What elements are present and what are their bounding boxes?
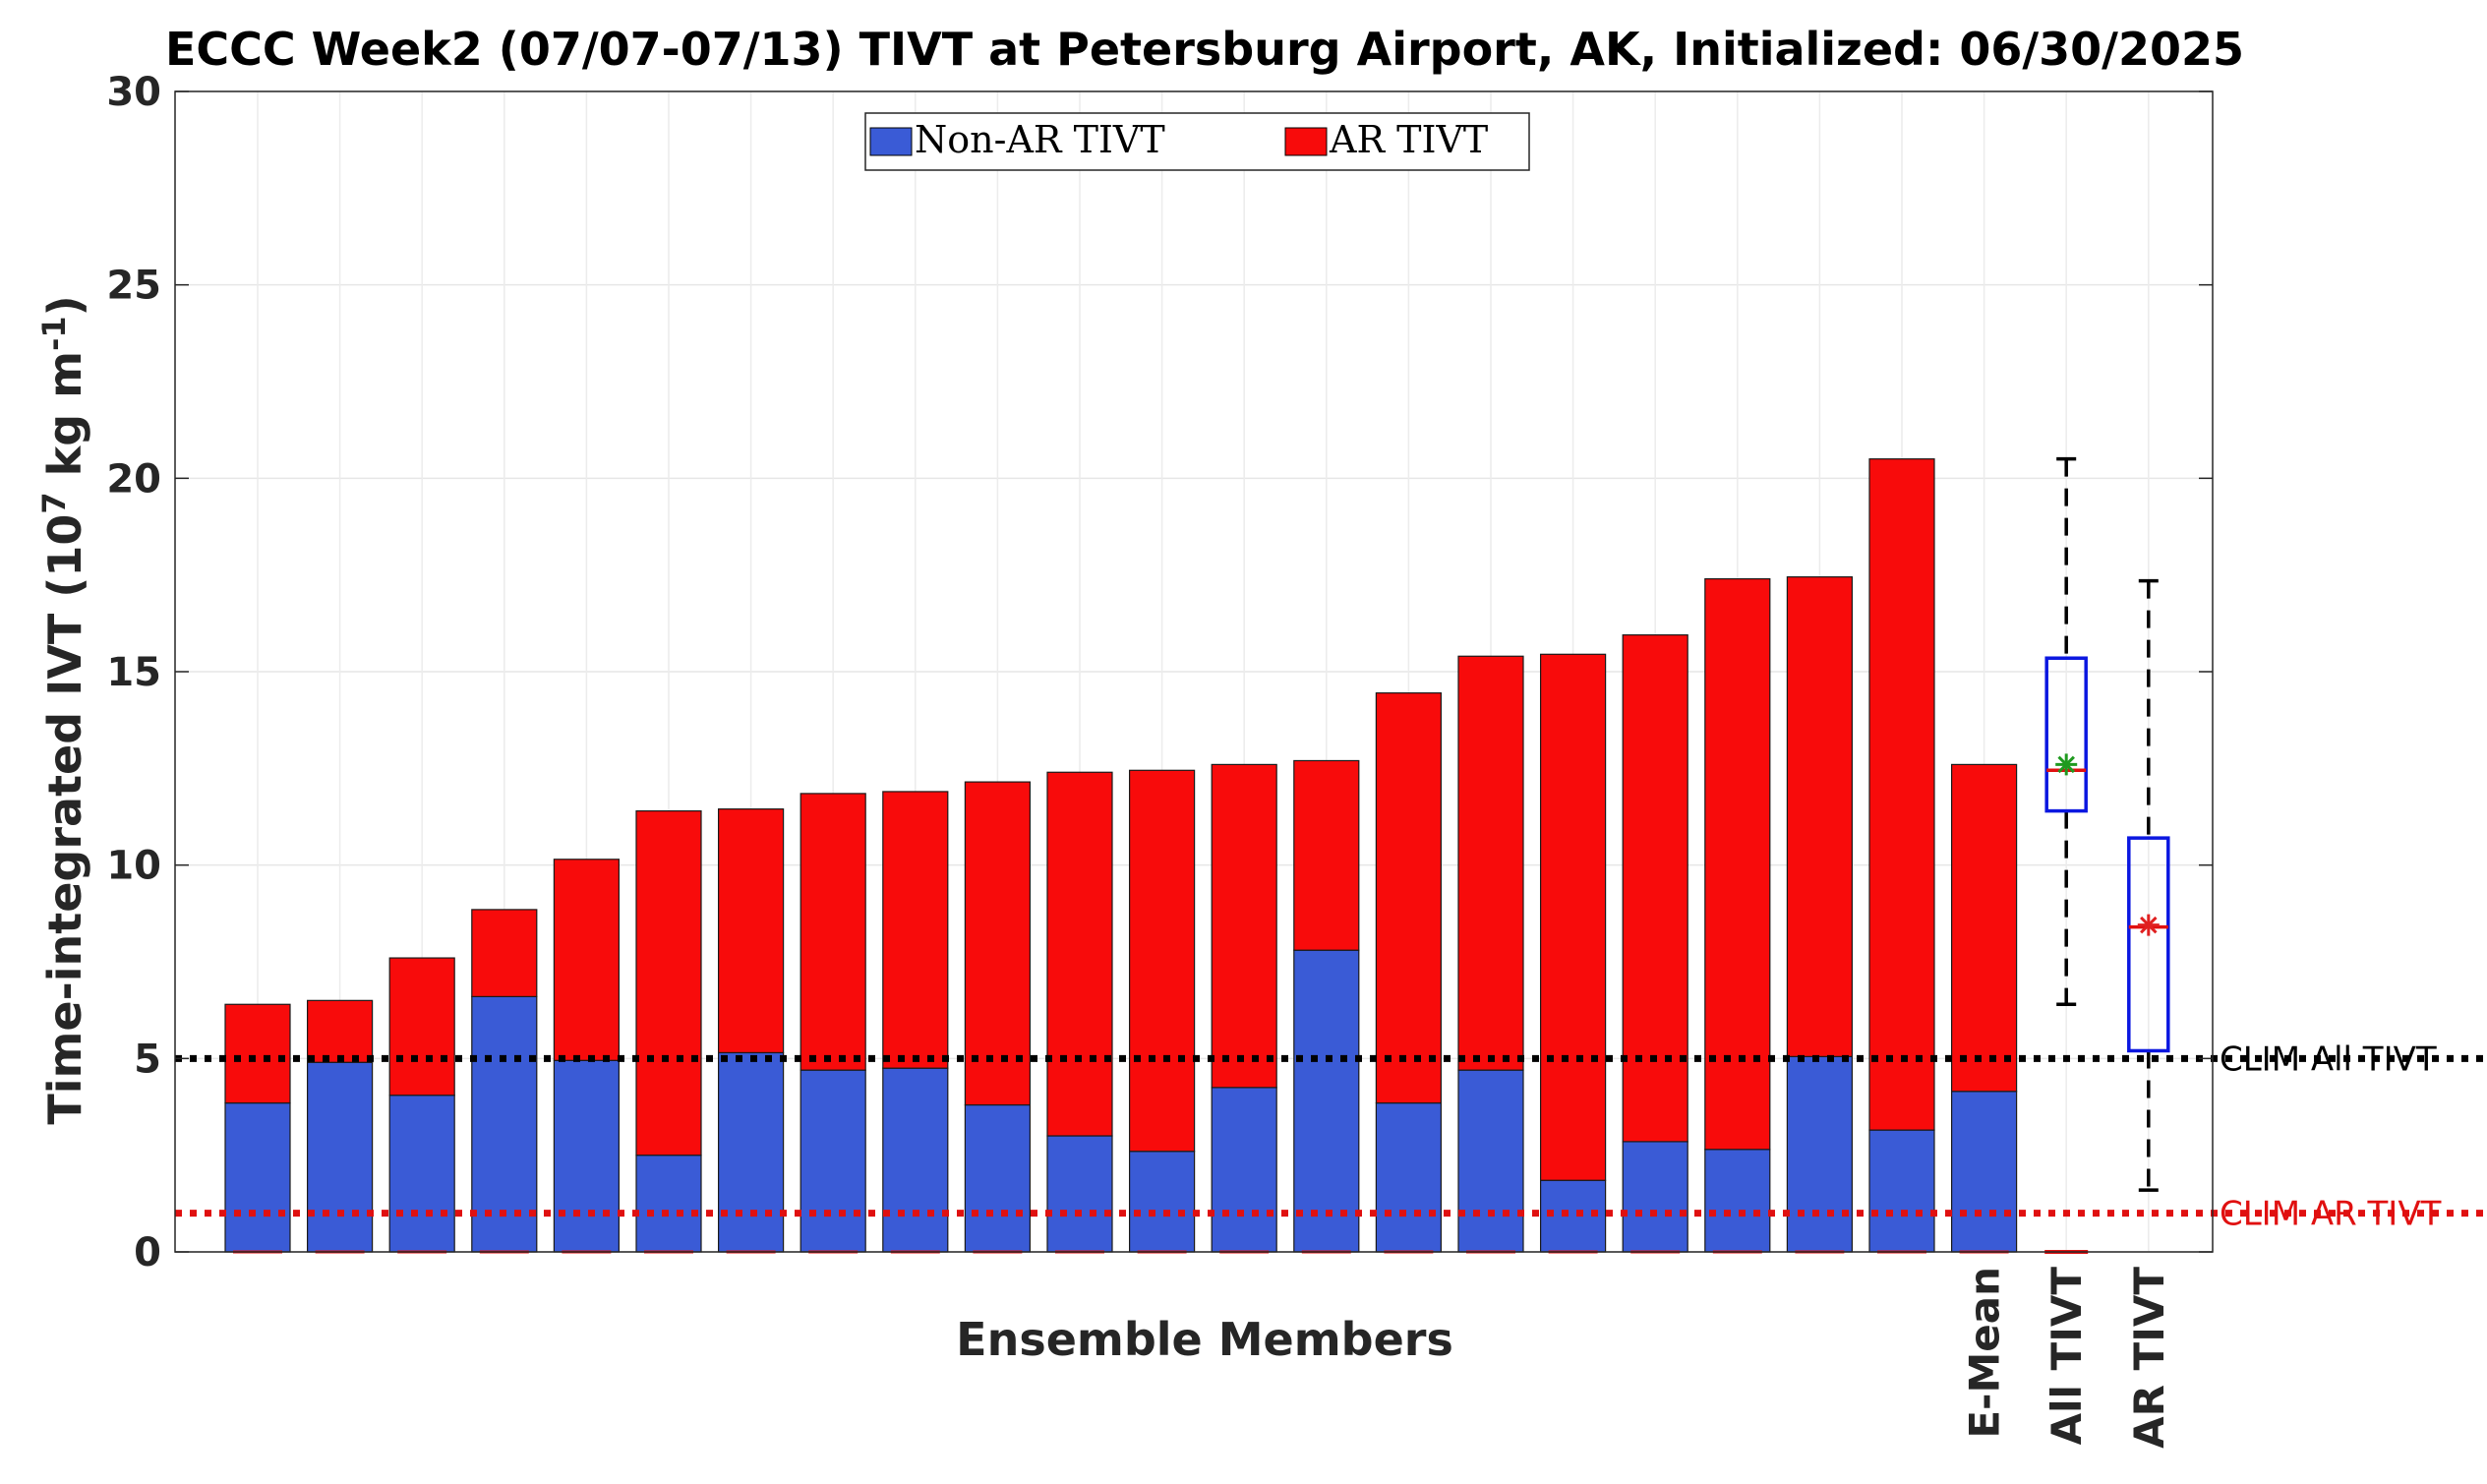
- bar-non-ar-13: [1293, 949, 1360, 1253]
- y-axis-label-sup2: -1: [35, 316, 73, 351]
- bar-ar-3: [471, 909, 538, 998]
- y-axis-label-sup1: 7: [35, 492, 73, 513]
- boxplot-box-0: [2044, 656, 2088, 813]
- boxplot-mean-stroke-0-3: [2057, 755, 2075, 774]
- bar-ar-10: [1046, 771, 1113, 1137]
- reference-lines: CLIM All TIVT CLIM AR TIVT: [175, 1039, 2487, 1234]
- bar-non-ar-21: [1950, 1091, 2018, 1253]
- legend-swatch-non-ar: [869, 127, 913, 156]
- bar-non-ar-19: [1786, 1055, 1854, 1253]
- legend-label-non-ar: Non-AR TIVT: [915, 118, 1165, 161]
- bar-non-ar-4: [553, 1059, 621, 1253]
- bar-non-ar-6: [717, 1051, 785, 1253]
- y-tick-label-2: 10: [106, 844, 161, 889]
- legend-box: [864, 112, 1530, 171]
- y-tick-label-3: 15: [106, 650, 161, 695]
- category-labels: E-Mean All TIVT AR TIVT: [1961, 1267, 2173, 1449]
- boxplot-mean-marker-1: [2137, 914, 2160, 936]
- chart-title: ECCC Week2 (07/07-07/13) TIVT at Petersb…: [165, 23, 2244, 76]
- y-axis-label-end: ): [38, 295, 91, 316]
- legend-label-ar: AR TIVT: [1329, 118, 1488, 161]
- y-tick-label-0: 0: [134, 1230, 161, 1276]
- bar-non-ar-20: [1868, 1129, 1935, 1253]
- category-label-1: All TIVT: [2043, 1267, 2091, 1446]
- boxplots: [2044, 456, 2170, 1192]
- bar-ar-6: [717, 808, 785, 1054]
- bar-ar-16: [1539, 653, 1607, 1181]
- bar-ar-8: [882, 791, 949, 1069]
- category-label-0: E-Mean: [1961, 1267, 2009, 1439]
- bar-ar-19: [1786, 576, 1854, 1057]
- bar-non-ar-14: [1375, 1101, 1443, 1253]
- bar-non-ar-12: [1211, 1087, 1277, 1253]
- y-tick-label-4: 20: [106, 456, 161, 502]
- y-axis-label-mid: kg m: [38, 351, 91, 492]
- y-tick-label-6: 30: [106, 70, 161, 115]
- bar-ar-12: [1211, 763, 1277, 1089]
- bar-ar-4: [553, 859, 621, 1061]
- y-axis-label-main: Time-integrated IVT (10: [38, 514, 91, 1125]
- y-tick-label-1: 5: [134, 1037, 161, 1082]
- legend-swatch-ar: [1284, 127, 1328, 156]
- bar-ar-11: [1128, 769, 1196, 1153]
- bar-non-ar-2: [388, 1095, 455, 1253]
- bar-non-ar-8: [882, 1067, 949, 1253]
- bar-ar-5: [635, 809, 702, 1157]
- legend: Non-AR TIVT AR TIVT: [864, 112, 1530, 171]
- reference-label-1: CLIM AR TIVT: [2220, 1195, 2442, 1234]
- bar-non-ar-3: [471, 995, 538, 1253]
- bar-ar-17: [1622, 634, 1688, 1143]
- category-label-2: AR TIVT: [2125, 1267, 2173, 1449]
- bars: [224, 458, 2089, 1254]
- bar-non-ar-7: [799, 1069, 866, 1253]
- bar-ar-0: [224, 1003, 291, 1104]
- y-axis-label: Time-integrated IVT (107 kg m-1): [35, 295, 91, 1124]
- x-axis-label: Ensemble Members: [956, 1313, 1453, 1366]
- bar-non-ar-15: [1457, 1069, 1524, 1253]
- boxplot-box-1: [2127, 836, 2170, 1053]
- bar-ar-13: [1293, 759, 1360, 951]
- bar-non-ar-5: [635, 1155, 702, 1253]
- bar-non-ar-10: [1046, 1135, 1113, 1253]
- bar-non-ar-17: [1622, 1141, 1688, 1253]
- bar-ar-9: [964, 781, 1032, 1106]
- bar-non-ar-9: [964, 1103, 1032, 1253]
- bar-non-ar-0: [224, 1101, 291, 1253]
- boxplot-mean-marker-0: [2055, 753, 2078, 776]
- reference-label-0: CLIM All TIVT: [2220, 1039, 2437, 1079]
- bar-ar-1: [307, 999, 374, 1063]
- y-ticks: 0 5 10 15 20 25 30: [106, 70, 2213, 1276]
- bar-ar-7: [799, 793, 866, 1071]
- bar-non-ar-18: [1704, 1149, 1771, 1253]
- bar-ar-18: [1704, 577, 1771, 1151]
- bar-ar-15: [1457, 655, 1524, 1071]
- bar-non-ar-1: [307, 1061, 374, 1253]
- y-tick-label-5: 25: [106, 264, 161, 309]
- boxplot-mean-stroke-1-3: [2140, 916, 2158, 934]
- bar-ar-14: [1375, 692, 1443, 1104]
- bar-ar-2: [388, 957, 455, 1097]
- bar-ar-21: [1950, 763, 2018, 1093]
- bar-ar-20: [1868, 458, 1935, 1131]
- bar-non-ar-11: [1128, 1151, 1196, 1253]
